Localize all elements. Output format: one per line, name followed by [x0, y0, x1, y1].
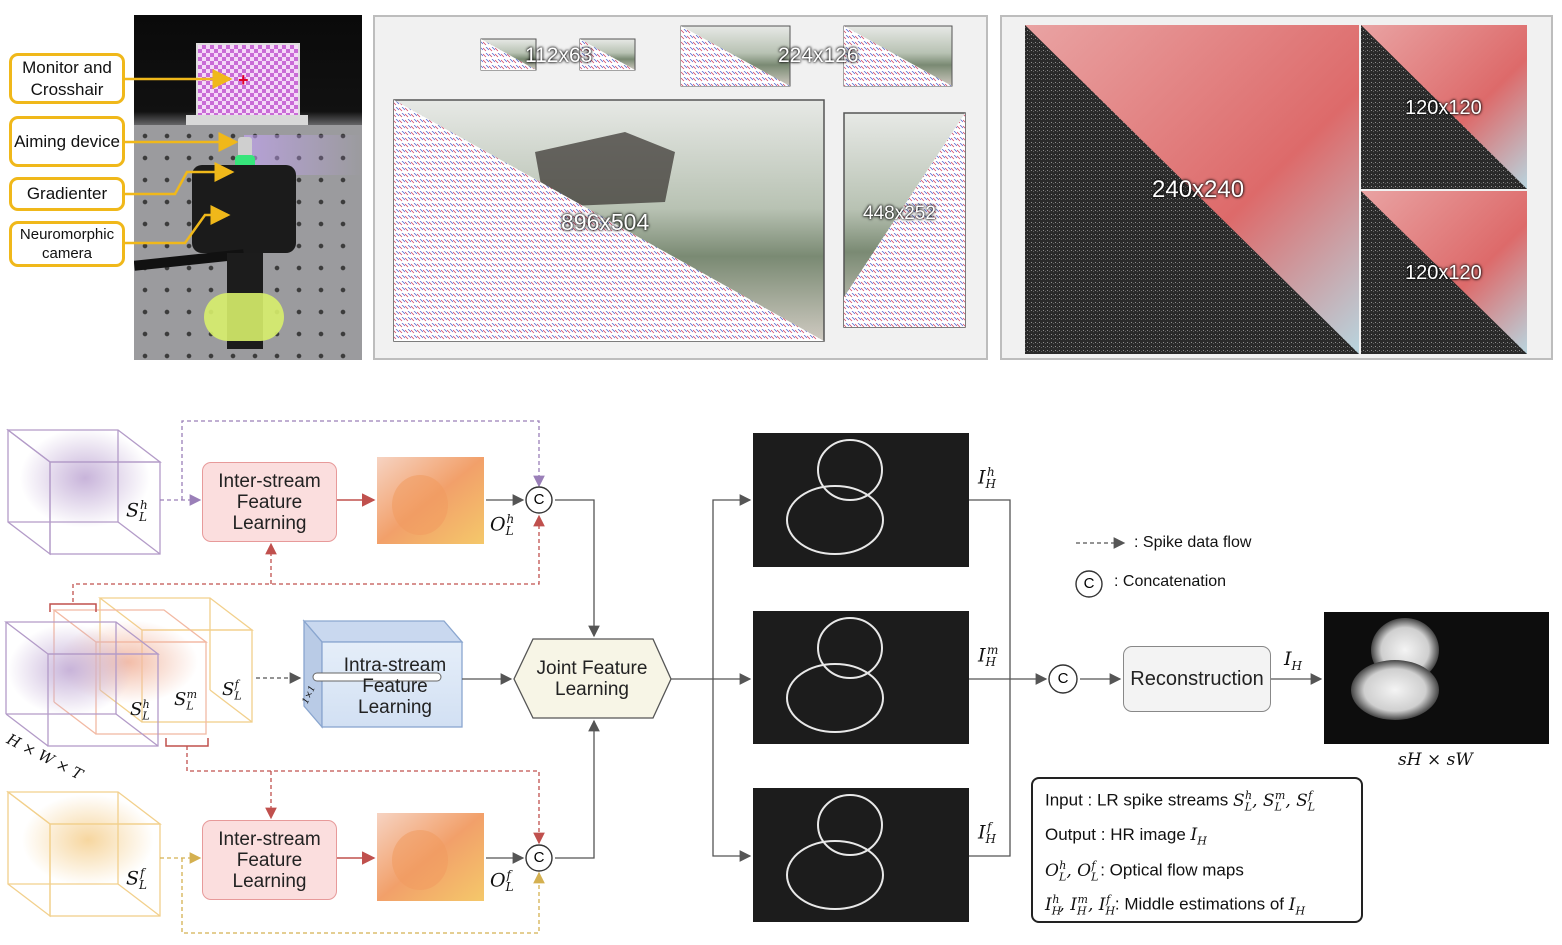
callout-arrow-camera — [125, 205, 231, 245]
flow-middle-to-inter-top — [72, 514, 545, 602]
callout-aiming-device: Aiming device — [9, 116, 125, 167]
thumb-112x63-a-events — [481, 39, 536, 70]
legend-spike-flow: : Spike data flow — [1134, 534, 1252, 551]
middle-estimate-h — [753, 433, 969, 567]
reconstruction-box: Reconstruction — [1123, 646, 1271, 712]
flow-top-shape — [392, 475, 448, 535]
camera-body — [192, 165, 296, 253]
label-o-l-h: OLh — [490, 512, 515, 539]
level-bubble — [204, 293, 284, 341]
thumb-240x240-spikes — [1025, 25, 1359, 354]
inter-stream-box-bottom: Inter-stream Feature Learning — [202, 820, 337, 900]
label-s-l-m-mid: SLm — [174, 688, 198, 713]
concat-symbol-top: C — [533, 491, 545, 508]
intra-stream-box — [302, 619, 464, 729]
intra-stream-label: Intra-stream Feature Learning — [343, 654, 447, 718]
res-label-240x240: 240x240 — [1152, 176, 1245, 203]
key-output-text: Output : HR image — [1045, 825, 1186, 844]
key-middle-line: IHh, IHm, IHf : Middle estimations of IH — [1045, 893, 1306, 918]
label-s-l-h-top: SLh — [126, 498, 148, 525]
res-label-896x504: 896x504 — [561, 209, 650, 235]
crosshair-icon: + — [238, 70, 249, 90]
notation-key-box: Input : LR spike streams SLh, SLm, SLf O… — [1031, 777, 1363, 923]
middle-estimate-f — [753, 788, 969, 922]
label-i-h-m: IHm — [978, 643, 999, 670]
cuboid-bottom — [6, 790, 162, 918]
key-flow-line: OLh, OLf : Optical flow maps — [1045, 859, 1244, 884]
laptop-base — [186, 115, 308, 125]
key-flow-text: : Optical flow maps — [1100, 860, 1244, 880]
dims-output: sH × sW — [1398, 750, 1473, 770]
multires-thumbnails — [393, 25, 966, 342]
res-label-120x120-b: 120x120 — [1405, 262, 1482, 284]
object-thumbnails — [1025, 25, 1527, 354]
callout-arrow-gradienter — [125, 162, 235, 196]
arrow-concat-bottom-to-joint — [555, 719, 600, 859]
thumb-896x504-pagoda — [535, 132, 675, 207]
thumb-224x126-b-events — [844, 26, 952, 86]
arrow-joint-to-estimate-f — [712, 679, 752, 862]
label-s-l-h-mid: SLh — [130, 698, 150, 723]
label-s-l-f-bottom: SLf — [126, 866, 147, 893]
callout-arrows — [125, 69, 239, 245]
output-doraemon-body — [1351, 660, 1439, 720]
cuboid-middle-h — [4, 621, 160, 747]
callout-monitor: Monitor and Crosshair — [9, 53, 125, 104]
object-panel: 240x240 120x120 120x120 — [1000, 15, 1553, 360]
thumb-224x126-a-events — [681, 26, 790, 86]
res-label-112x63: 112x63 — [525, 44, 593, 67]
label-i-h-output: IH — [1284, 648, 1302, 673]
thumb-120x120-b-spikes — [1361, 191, 1527, 354]
thumb-448x252-events — [844, 113, 965, 327]
cuboid-top — [6, 428, 162, 556]
thumb-896x504-events — [394, 100, 824, 341]
res-label-120x120-a: 120x120 — [1405, 97, 1482, 119]
kernel-slit — [312, 672, 442, 682]
joint-feature-hexagon — [513, 638, 672, 719]
key-input-text: Input : LR spike streams — [1045, 790, 1229, 810]
thumb-112x63-b-events — [580, 39, 635, 70]
res-label-448x252: 448x252 — [863, 203, 936, 224]
arrow-concat-top-to-joint — [555, 499, 600, 638]
arrow-joint-to-estimate-h — [712, 494, 752, 679]
key-output-line: Output : HR image IH — [1045, 825, 1207, 848]
inter-stream-box-top: Inter-stream Feature Learning — [202, 462, 337, 542]
label-o-l-f: OLf — [490, 868, 514, 895]
callout-gradienter: Gradienter — [9, 177, 125, 211]
flow-middle-to-inter-bottom — [186, 746, 545, 845]
concat-symbol-bottom: C — [533, 849, 545, 866]
thumb-120x120-a-spikes — [1361, 25, 1527, 189]
brace-bottom — [165, 738, 209, 747]
callout-neuromorphic-camera: Neuromorphic camera — [9, 221, 125, 267]
label-i-h-h: IHh — [978, 465, 996, 492]
flow-bottom-gold-to-concat — [181, 858, 545, 934]
brace-top — [49, 603, 97, 612]
label-s-l-f-mid: SLf — [222, 678, 242, 703]
middle-estimate-m — [753, 611, 969, 744]
multires-panel: 112x63 224x126 896x504 448x252 — [373, 15, 988, 360]
key-middle-text: : Middle estimations of — [1114, 894, 1285, 914]
key-input-line: Input : LR spike streams SLh, SLm, SLf — [1045, 789, 1316, 814]
joint-feature-label: Joint Feature Learning — [536, 658, 648, 700]
flow-bottom-shape — [392, 830, 448, 890]
arrow-estimates-to-concat — [969, 499, 1046, 857]
concat-circles — [525, 486, 1103, 872]
label-i-h-f: IHf — [978, 820, 996, 847]
res-label-224x126: 224x126 — [778, 44, 859, 67]
legend-concatenation: : Concatenation — [1114, 573, 1227, 590]
doraemon-outlines — [786, 439, 884, 910]
concat-symbol-legend: C — [1083, 575, 1095, 592]
concat-symbol-final: C — [1057, 670, 1069, 687]
